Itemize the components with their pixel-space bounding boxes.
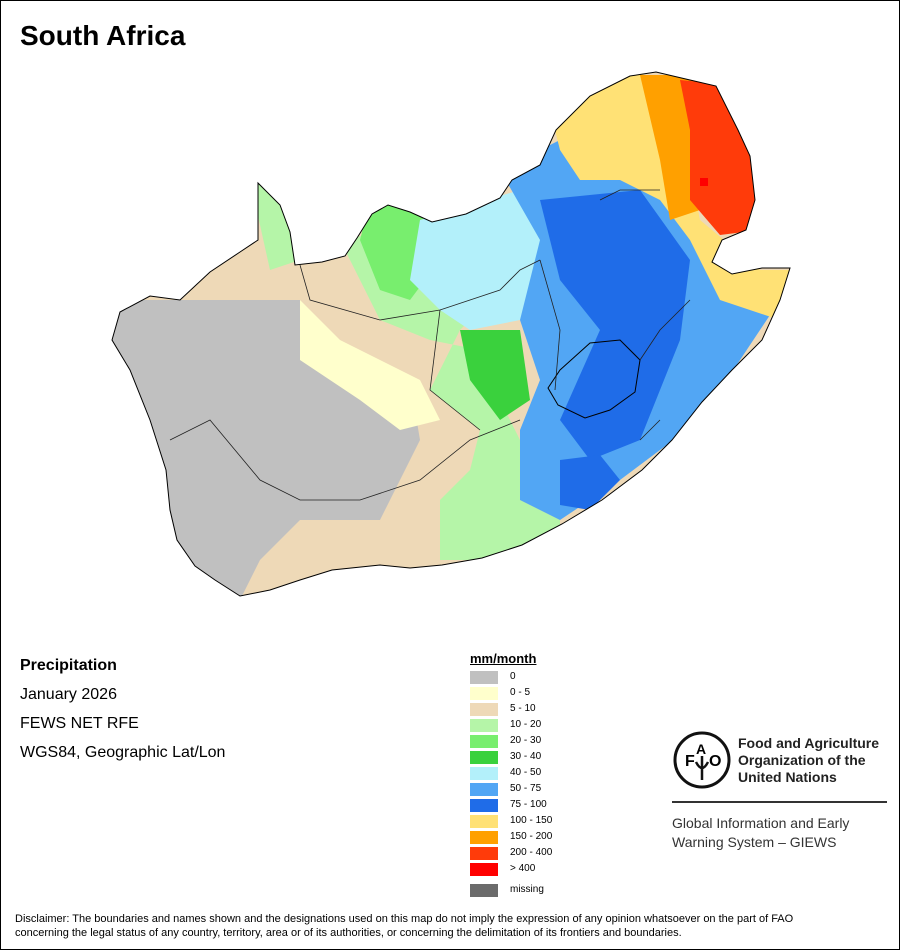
legend-label: 50 - 75: [510, 783, 542, 794]
region-75-100: [540, 190, 690, 460]
legend-item: 0: [470, 669, 552, 685]
legend: mm/month 0 0 - 5 5 - 10 10 - 20 20 - 30 30 - …: [470, 651, 552, 898]
legend-label: > 400: [510, 863, 536, 874]
giews-line2: Warning System – GIEWS: [672, 834, 837, 850]
legend-item: 75 - 100: [470, 797, 552, 813]
region-40-50: [410, 190, 560, 330]
legend-rows: 0 0 - 5 5 - 10 10 - 20 20 - 30 30 - 40 40 - 50…: [470, 669, 552, 898]
legend-swatch: [470, 702, 498, 716]
legend-label: missing: [510, 884, 544, 895]
disclaimer-line2: concerning the legal status of any count…: [15, 927, 682, 939]
province-boundaries: [169, 189, 691, 501]
legend-swatch: [470, 883, 498, 897]
legend-item: 20 - 30: [470, 733, 552, 749]
giews-name: Global Information and Early Warning Sys…: [672, 814, 849, 852]
legend-label: 150 - 200: [510, 831, 553, 842]
legend-label: 0 - 5: [510, 687, 531, 698]
map-info: Precipitation January 2026 FEWS NET RFE …: [20, 657, 225, 773]
legend-label: 200 - 400: [510, 847, 553, 858]
fao-name-line3: United Nations: [738, 769, 837, 785]
legend-swatch: [470, 766, 498, 780]
precipitation-map: [111, 71, 791, 597]
legend-label: 75 - 100: [510, 799, 547, 810]
region-0-5: [300, 300, 440, 430]
legend-swatch: [470, 830, 498, 844]
variable-label: Precipitation: [20, 657, 117, 674]
legend-item: 50 - 75: [470, 781, 552, 797]
legend-swatch: [470, 862, 498, 876]
fao-name-line2: Organization of the: [738, 752, 866, 768]
svg-text:A: A: [696, 741, 706, 757]
legend-item: 150 - 200: [470, 829, 552, 845]
region-over-400: [700, 178, 708, 186]
legend-item: missing: [470, 882, 552, 898]
legend-label: 5 - 10: [510, 703, 536, 714]
projection-label: WGS84, Geographic Lat/Lon: [20, 744, 226, 761]
fao-logo-icon: F A O: [673, 731, 731, 789]
region-75-100-east-cape: [560, 455, 620, 510]
legend-swatch: [470, 846, 498, 860]
legend-label: 0: [510, 671, 516, 682]
legend-item: 5 - 10: [470, 701, 552, 717]
giews-line1: Global Information and Early: [672, 815, 850, 831]
logo-divider: [672, 801, 887, 803]
legend-item: 10 - 20: [470, 717, 552, 733]
country-border: [111, 71, 791, 597]
legend-swatch: [470, 782, 498, 796]
legend-swatch: [470, 798, 498, 812]
region-30-40: [460, 330, 530, 420]
legend-swatch: [470, 750, 498, 764]
legend-label: 10 - 20: [510, 719, 542, 730]
legend-label: 40 - 50: [510, 767, 542, 778]
legend-label: 20 - 30: [510, 735, 542, 746]
legend-swatch: [470, 718, 498, 732]
svg-text:O: O: [709, 753, 721, 770]
legend-title: mm/month: [470, 651, 537, 666]
map-title: South Africa: [20, 20, 186, 51]
svg-text:F: F: [685, 753, 695, 770]
period-label: January 2026: [20, 686, 117, 703]
legend-swatch: [470, 686, 498, 700]
legend-swatch: [470, 670, 498, 684]
legend-item: 100 - 150: [470, 813, 552, 829]
legend-item: 40 - 50: [470, 765, 552, 781]
region-150-200: [640, 75, 700, 220]
legend-item: 30 - 40: [470, 749, 552, 765]
legend-item: 0 - 5: [470, 685, 552, 701]
region-10-20: [340, 215, 560, 560]
legend-item: > 400: [470, 861, 552, 877]
disclaimer: Disclaimer: The boundaries and names sho…: [15, 912, 793, 940]
fao-name-line1: Food and Agriculture: [738, 735, 880, 751]
disclaimer-line1: Disclaimer: The boundaries and names sho…: [15, 913, 794, 925]
legend-swatch: [470, 734, 498, 748]
legend-label: 100 - 150: [510, 815, 553, 826]
fao-name: Food and Agriculture Organization of the…: [738, 735, 879, 786]
legend-swatch: [470, 814, 498, 828]
legend-item: 200 - 400: [470, 845, 552, 861]
source-label: FEWS NET RFE: [20, 715, 139, 732]
legend-label: 30 - 40: [510, 751, 542, 762]
